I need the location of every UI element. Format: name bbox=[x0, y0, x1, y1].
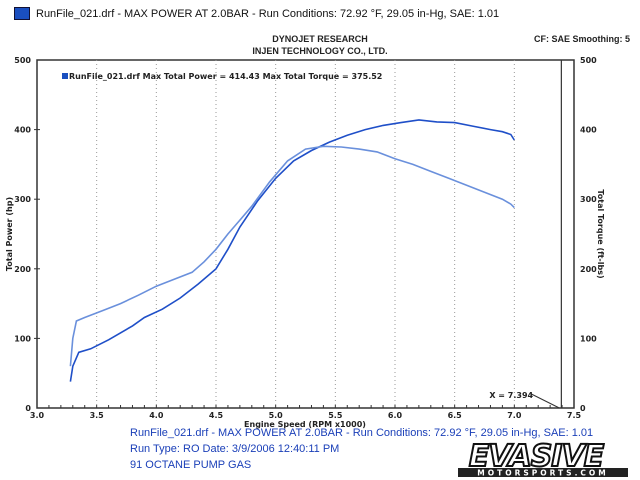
y-tick-label: 500 bbox=[14, 56, 31, 65]
y2-tick-label: 100 bbox=[580, 334, 597, 343]
y2-tick-label: 500 bbox=[580, 56, 597, 65]
series-line-total-power bbox=[69, 119, 515, 382]
x-tick-label: 3.5 bbox=[90, 411, 105, 420]
series-line-total-torque bbox=[69, 145, 515, 367]
run-legend: RunFile_021.drf - MAX POWER AT 2.0BAR - … bbox=[14, 7, 499, 20]
x-tick-label: 6.0 bbox=[388, 411, 403, 420]
series-swatch bbox=[14, 7, 30, 20]
y-tick-label: 200 bbox=[14, 265, 31, 274]
x-tick-label: 6.5 bbox=[448, 411, 463, 420]
footer-line1: RunFile_021.drf - MAX POWER AT 2.0BAR - … bbox=[130, 427, 594, 439]
y2-tick-label: 300 bbox=[580, 195, 597, 204]
y-tick-label: 0 bbox=[25, 404, 31, 413]
x-tick-label: 4.5 bbox=[209, 411, 224, 420]
y2-axis-label: Total Torque (ft-lbs) bbox=[596, 189, 605, 278]
y2-tick-label: 200 bbox=[580, 265, 597, 274]
x-tick-label: 7.0 bbox=[507, 411, 522, 420]
cursor-label: X = 7.394 bbox=[489, 391, 533, 400]
chart-subtitle: INJEN TECHNOLOGY CO., LTD. bbox=[252, 46, 388, 56]
y-tick-label: 300 bbox=[14, 195, 31, 204]
legend-swatch bbox=[62, 73, 68, 79]
footer-line2: Run Type: RO Date: 3/9/2006 12:40:11 PM bbox=[130, 443, 340, 455]
chart-title: DYNOJET RESEARCH bbox=[272, 34, 368, 44]
x-axis-label: Engine Speed (RPM x1000) bbox=[244, 420, 366, 429]
x-tick-label: 5.5 bbox=[328, 411, 343, 420]
evasive-logo: EVASIVE MOTORSPORTS.COM bbox=[458, 440, 628, 478]
y-tick-label: 400 bbox=[14, 126, 31, 135]
footer-line3: 91 OCTANE PUMP GAS bbox=[130, 459, 252, 471]
x-tick-label: 7.5 bbox=[567, 411, 582, 420]
run-legend-text: RunFile_021.drf - MAX POWER AT 2.0BAR - … bbox=[36, 7, 500, 20]
plot-frame bbox=[36, 59, 575, 409]
x-tick-label: 4.0 bbox=[149, 411, 164, 420]
y2-tick-label: 400 bbox=[580, 126, 597, 135]
svg-text:MOTORSPORTS.COM: MOTORSPORTS.COM bbox=[477, 469, 609, 478]
x-tick-label: 3.0 bbox=[30, 411, 45, 420]
y2-tick-label: 0 bbox=[580, 404, 586, 413]
x-tick-label: 5.0 bbox=[269, 411, 284, 420]
cf-label: CF: SAE Smoothing: 5 bbox=[534, 34, 630, 44]
y-axis-label: Total Power (hp) bbox=[5, 197, 14, 271]
chart-legend: RunFile_021.drf Max Total Power = 414.43… bbox=[69, 72, 382, 81]
cursor-pointer bbox=[531, 393, 560, 409]
y-tick-label: 100 bbox=[14, 334, 31, 343]
